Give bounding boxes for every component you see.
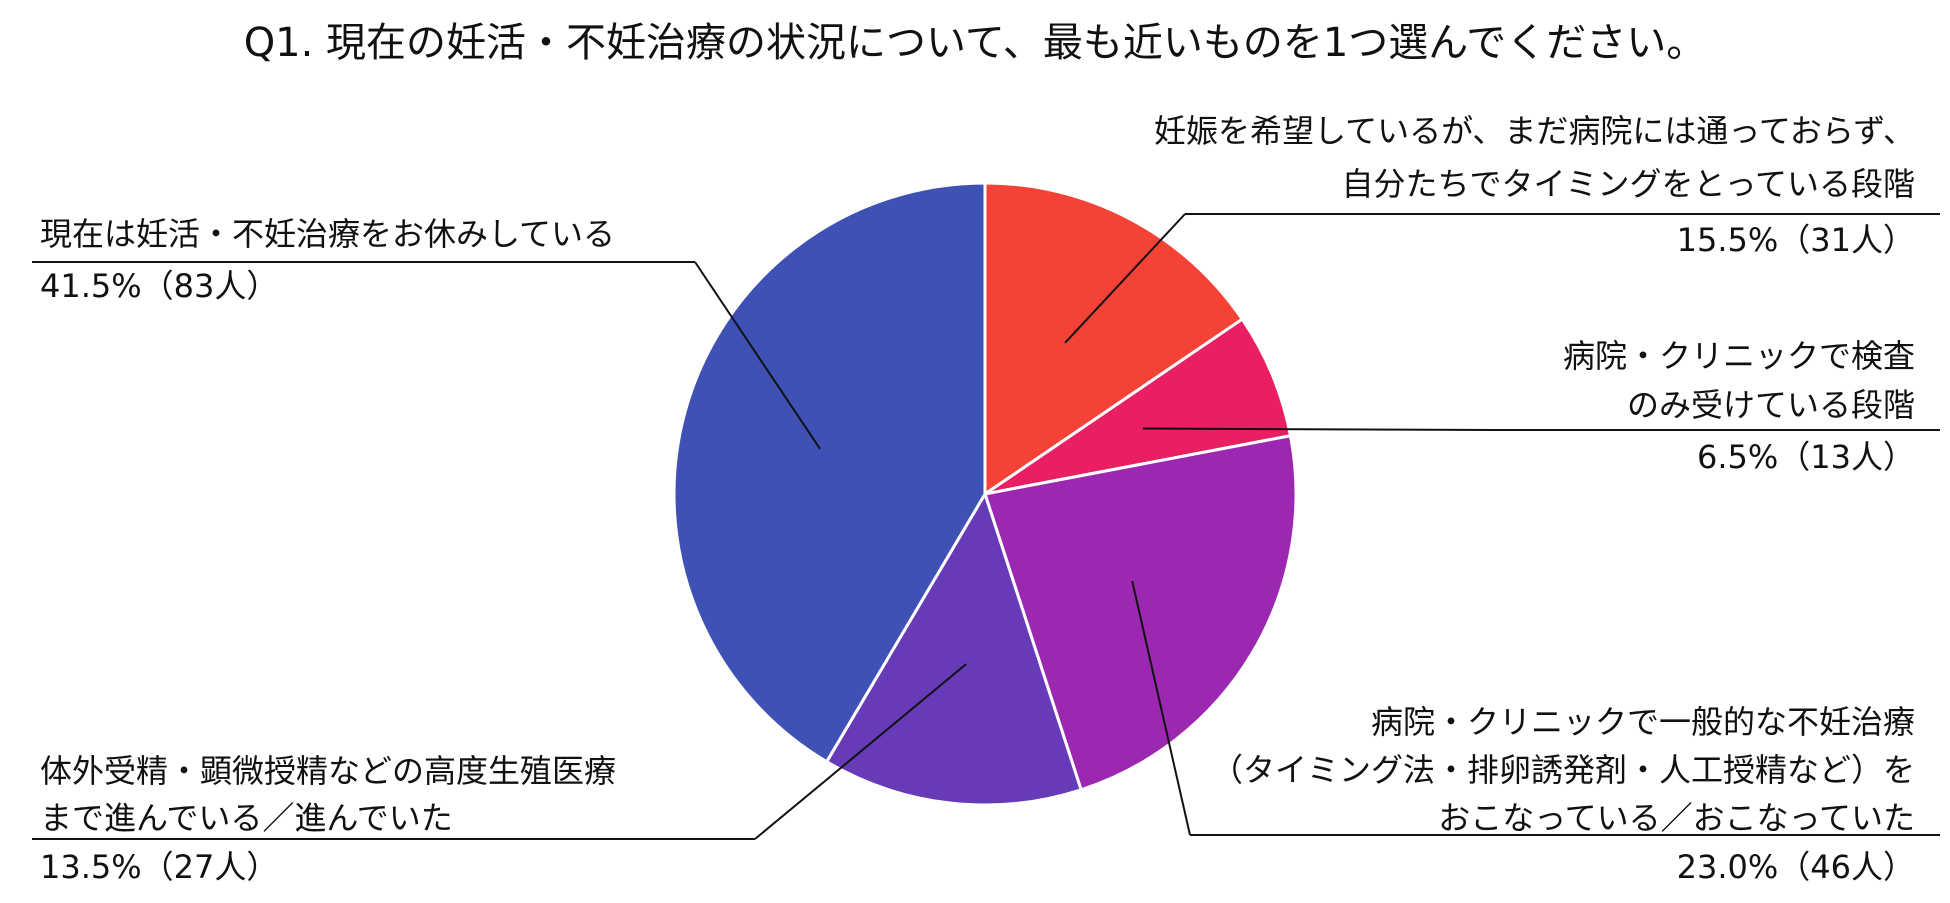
pie-slice-3	[983, 433, 1298, 792]
slice-label-2-line-2: のみ受けている段階	[1627, 386, 1915, 424]
slice-value-label-5: 41.5%（83人）	[40, 267, 278, 305]
slice-label-1-line-2: 自分たちでタイミングをとっている段階	[1342, 165, 1915, 203]
slice-value-label-2: 6.5%（13人）	[1697, 438, 1915, 476]
leader-line-3	[1131, 580, 1191, 836]
pie-slice-5	[672, 181, 987, 764]
leader-line-1	[1064, 213, 1186, 344]
leader-line-5	[694, 261, 821, 450]
slice-label-2-line-1: 病院・クリニックで検査	[1563, 337, 1915, 375]
slice-annotations: 妊娠を希望しているが、まだ病院には通っておらず、自分たちでタイミングをとっている…	[32, 112, 1940, 886]
pie-slice-1	[983, 181, 1245, 497]
leader-line-4	[754, 663, 967, 840]
chart-title: Q1. 現在の妊活・不妊治療の状況について、最も近いものを1つ選んでください。	[244, 20, 1707, 66]
slice-label-3-line-1: 病院・クリニックで一般的な不妊治療	[1371, 703, 1915, 741]
slice-value-label-4: 13.5%（27人）	[40, 848, 278, 886]
slice-value-label-3: 23.0%（46人）	[1677, 848, 1915, 886]
pie-slice-2	[984, 317, 1293, 496]
slice-label-5-line-1: 現在は妊活・不妊治療をお休みしている	[40, 215, 615, 253]
slice-label-4-line-2: まで進んでいる／進んでいた	[40, 799, 453, 837]
slice-value-label-1: 15.5%（31人）	[1677, 221, 1915, 259]
leader-line-2	[1143, 427, 1496, 431]
slice-label-3-line-3: おこなっている／おこなっていた	[1438, 799, 1915, 837]
slice-label-1-line-1: 妊娠を希望しているが、まだ病院には通っておらず、	[1154, 112, 1915, 150]
slice-label-4-line-1: 体外受精・顕微授精などの高度生殖医療	[40, 752, 616, 790]
slice-label-3-line-2: （タイミング法・排卵誘発剤・人工授精など）を	[1211, 751, 1915, 789]
pie-slices	[672, 181, 1298, 807]
